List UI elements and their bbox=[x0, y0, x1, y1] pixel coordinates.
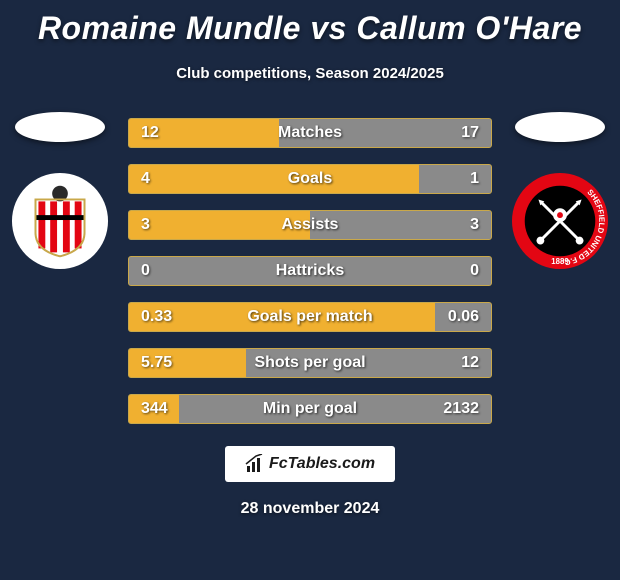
card-subtitle: Club competitions, Season 2024/2025 bbox=[176, 65, 444, 82]
right-flag bbox=[515, 112, 605, 142]
stat-bar: 4Goals1 bbox=[128, 164, 492, 194]
content-row: 12Matches174Goals13Assists30Hattricks00.… bbox=[0, 112, 620, 424]
stat-bar-labels: 5.75Shots per goal12 bbox=[129, 349, 491, 377]
comparison-card: Romaine Mundle vs Callum O'Hare Club com… bbox=[0, 0, 620, 580]
fctables-logo[interactable]: FcTables.com bbox=[225, 446, 395, 482]
card-title: Romaine Mundle vs Callum O'Hare bbox=[38, 10, 582, 47]
stat-bar: 12Matches17 bbox=[128, 118, 492, 148]
stat-left-value: 4 bbox=[141, 170, 201, 188]
stat-bar: 3Assists3 bbox=[128, 210, 492, 240]
stat-bar-labels: 12Matches17 bbox=[129, 119, 491, 147]
stat-left-value: 0 bbox=[141, 262, 201, 280]
stat-bar: 0Hattricks0 bbox=[128, 256, 492, 286]
stat-left-value: 3 bbox=[141, 216, 201, 234]
stat-bar-labels: 3Assists3 bbox=[129, 211, 491, 239]
stat-bar: 5.75Shots per goal12 bbox=[128, 348, 492, 378]
stat-right-value: 12 bbox=[419, 354, 479, 372]
stat-bar: 0.33Goals per match0.06 bbox=[128, 302, 492, 332]
footer-date: 28 november 2024 bbox=[241, 500, 380, 518]
stat-right-value: 1 bbox=[419, 170, 479, 188]
svg-text:1889: 1889 bbox=[551, 257, 569, 266]
chart-icon bbox=[245, 454, 265, 474]
sunderland-crest-icon bbox=[11, 172, 109, 270]
footer-brand-text: FcTables.com bbox=[269, 455, 375, 473]
stat-bar-labels: 4Goals1 bbox=[129, 165, 491, 193]
stat-left-value: 12 bbox=[141, 124, 201, 142]
stat-bar: 344Min per goal2132 bbox=[128, 394, 492, 424]
right-side: SHEFFIELD UNITED F.C. 1889 bbox=[500, 112, 620, 270]
stat-bar-labels: 344Min per goal2132 bbox=[129, 395, 491, 423]
sheffield-united-crest-icon: SHEFFIELD UNITED F.C. 1889 bbox=[511, 172, 609, 270]
stat-label: Shots per goal bbox=[201, 354, 419, 372]
stat-label: Goals per match bbox=[201, 308, 419, 326]
stat-bar-labels: 0.33Goals per match0.06 bbox=[129, 303, 491, 331]
stat-left-value: 344 bbox=[141, 400, 201, 418]
stat-label: Min per goal bbox=[201, 400, 419, 418]
stat-label: Hattricks bbox=[201, 262, 419, 280]
stat-right-value: 0.06 bbox=[419, 308, 479, 326]
stat-right-value: 3 bbox=[419, 216, 479, 234]
stat-left-value: 5.75 bbox=[141, 354, 201, 372]
stat-left-value: 0.33 bbox=[141, 308, 201, 326]
stat-right-value: 17 bbox=[419, 124, 479, 142]
stat-right-value: 0 bbox=[419, 262, 479, 280]
stat-bar-labels: 0Hattricks0 bbox=[129, 257, 491, 285]
stat-label: Assists bbox=[201, 216, 419, 234]
left-side bbox=[0, 112, 120, 270]
stat-right-value: 2132 bbox=[419, 400, 479, 418]
stat-label: Goals bbox=[201, 170, 419, 188]
stats-bars: 12Matches174Goals13Assists30Hattricks00.… bbox=[120, 118, 500, 424]
left-flag bbox=[15, 112, 105, 142]
stat-label: Matches bbox=[201, 124, 419, 142]
